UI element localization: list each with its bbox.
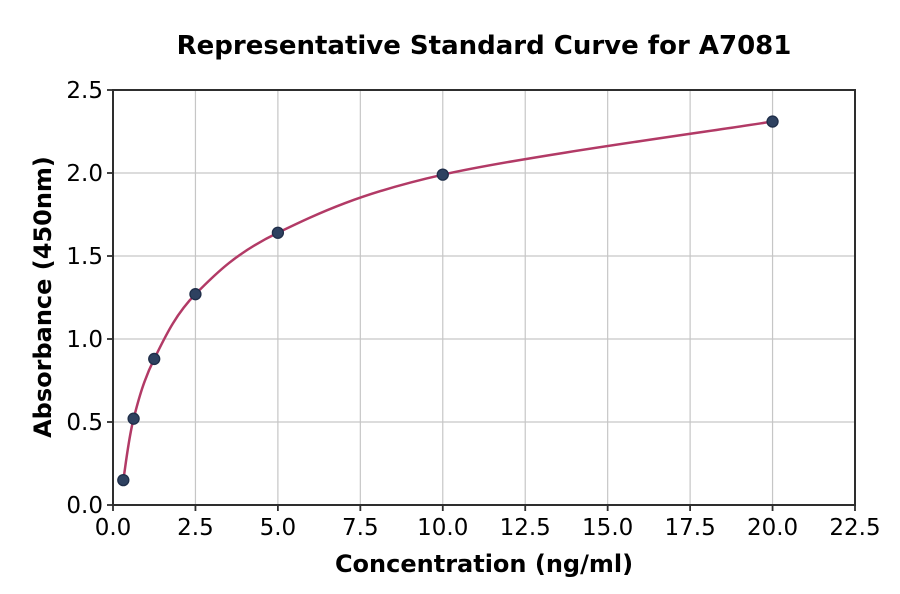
data-point-marker [766,115,779,128]
x-tick-label: 0.0 [95,515,132,541]
x-tick-label: 7.5 [342,515,379,541]
data-point-marker [189,288,202,301]
plot-frame [112,89,856,506]
x-tick-label: 10.0 [417,515,468,541]
x-tick-label: 2.5 [177,515,214,541]
x-tick-label: 17.5 [665,515,716,541]
x-axis-label: Concentration (ng/ml) [334,550,634,578]
y-axis-label: Absorbance (450nm) [29,156,57,438]
x-tick-label: 22.5 [829,515,880,541]
x-tick-label: 20.0 [747,515,798,541]
chart-title: Representative Standard Curve for A7081 [176,31,792,61]
curve-line [122,120,773,481]
y-tick-label: 0.5 [66,410,103,436]
data-point-marker [271,226,285,239]
data-point-marker [117,473,130,487]
data-point-marker [127,412,140,425]
x-tick-label: 12.5 [500,515,551,541]
x-tick-label: 15.0 [582,515,633,541]
y-tick-label: 1.5 [66,244,103,270]
x-tick-label: 5.0 [260,515,297,541]
y-tick-label: 2.5 [66,78,103,104]
y-tick-label: 2.0 [66,161,103,187]
data-point-marker [148,352,161,366]
y-tick-label: 0.0 [66,493,103,519]
y-tick-label: 1.0 [66,327,103,353]
data-point-marker [436,168,449,181]
